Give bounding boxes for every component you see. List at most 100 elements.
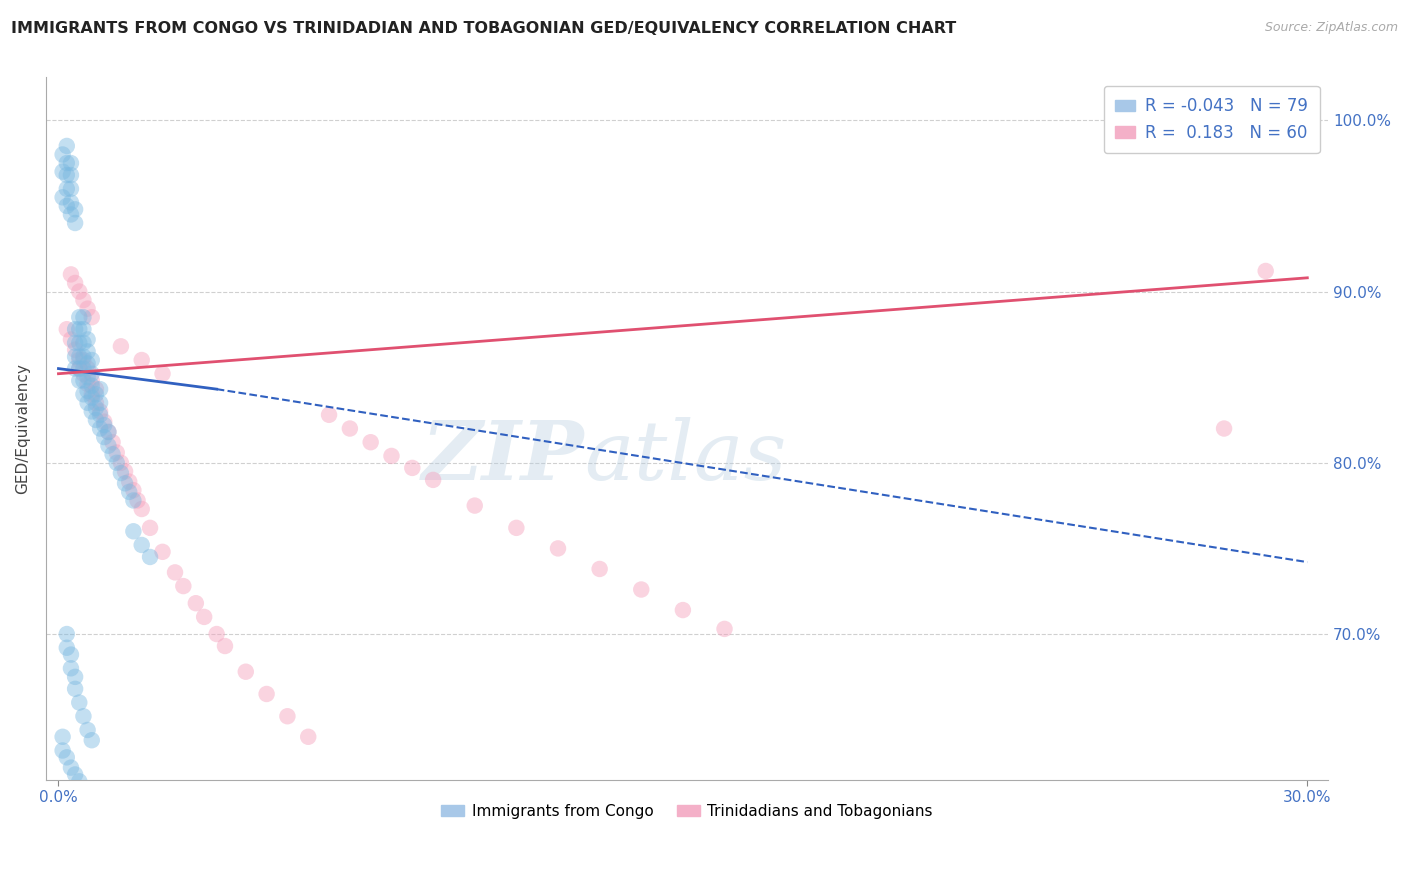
Point	[80, 733, 103, 747]
Point	[1254, 264, 1277, 278]
Point	[72, 367, 94, 381]
Point	[52, 147, 75, 161]
Y-axis label: GED/Equivalency: GED/Equivalency	[15, 363, 30, 494]
Point	[67, 310, 90, 325]
Point	[59, 168, 82, 182]
Point	[297, 730, 319, 744]
Point	[422, 473, 444, 487]
Point	[139, 521, 162, 535]
Point	[67, 335, 90, 350]
Point	[72, 387, 94, 401]
Point	[67, 361, 90, 376]
Point	[67, 774, 90, 789]
Point	[72, 361, 94, 376]
Point	[118, 484, 141, 499]
Point	[67, 322, 90, 336]
Point	[131, 538, 153, 552]
Point	[464, 499, 486, 513]
Point	[56, 139, 79, 153]
Point	[63, 681, 86, 696]
Point	[59, 761, 82, 775]
Point	[339, 421, 361, 435]
Point	[52, 190, 75, 204]
Point	[163, 566, 186, 580]
Point	[184, 596, 207, 610]
Point	[67, 374, 90, 388]
Point	[72, 335, 94, 350]
Point	[56, 168, 79, 182]
Point	[89, 404, 111, 418]
Point	[63, 767, 86, 781]
Point	[67, 285, 90, 299]
Point	[114, 464, 136, 478]
Point	[97, 425, 120, 439]
Point	[56, 750, 79, 764]
Point	[93, 430, 115, 444]
Point	[63, 216, 86, 230]
Point	[127, 493, 149, 508]
Point	[80, 367, 103, 381]
Point	[131, 502, 153, 516]
Point	[56, 640, 79, 655]
Point	[318, 408, 340, 422]
Text: atlas: atlas	[585, 417, 787, 497]
Point	[630, 582, 652, 597]
Point	[105, 456, 128, 470]
Point	[56, 627, 79, 641]
Point	[672, 603, 695, 617]
Point	[276, 709, 298, 723]
Point	[59, 182, 82, 196]
Legend: Immigrants from Congo, Trinidadians and Tobagonians: Immigrants from Congo, Trinidadians and …	[436, 797, 939, 824]
Point	[122, 483, 145, 498]
Point	[63, 670, 86, 684]
Point	[110, 339, 132, 353]
Point	[139, 549, 162, 564]
Point	[588, 562, 610, 576]
Point	[114, 476, 136, 491]
Point	[89, 382, 111, 396]
Point	[152, 545, 174, 559]
Point	[131, 353, 153, 368]
Point	[72, 310, 94, 325]
Point	[76, 361, 98, 376]
Point	[205, 627, 228, 641]
Point	[52, 743, 75, 757]
Point	[172, 579, 194, 593]
Point	[360, 435, 382, 450]
Point	[63, 276, 86, 290]
Point	[505, 521, 527, 535]
Point	[122, 493, 145, 508]
Text: Source: ZipAtlas.com: Source: ZipAtlas.com	[1264, 21, 1398, 35]
Point	[76, 376, 98, 391]
Point	[80, 310, 103, 325]
Point	[401, 461, 423, 475]
Point	[97, 425, 120, 439]
Point	[72, 374, 94, 388]
Point	[72, 353, 94, 368]
Point	[76, 723, 98, 737]
Point	[63, 322, 86, 336]
Point	[76, 356, 98, 370]
Point	[80, 387, 103, 401]
Point	[84, 382, 107, 396]
Point	[67, 361, 90, 376]
Point	[122, 524, 145, 539]
Point	[101, 447, 124, 461]
Point	[72, 350, 94, 364]
Point	[235, 665, 257, 679]
Point	[93, 415, 115, 429]
Point	[93, 418, 115, 433]
Point	[80, 378, 103, 392]
Point	[67, 350, 90, 364]
Point	[76, 333, 98, 347]
Point	[63, 350, 86, 364]
Point	[214, 639, 236, 653]
Point	[63, 343, 86, 357]
Point	[59, 268, 82, 282]
Point	[76, 301, 98, 316]
Point	[59, 195, 82, 210]
Point	[118, 475, 141, 489]
Point	[72, 709, 94, 723]
Point	[110, 466, 132, 480]
Point	[59, 207, 82, 221]
